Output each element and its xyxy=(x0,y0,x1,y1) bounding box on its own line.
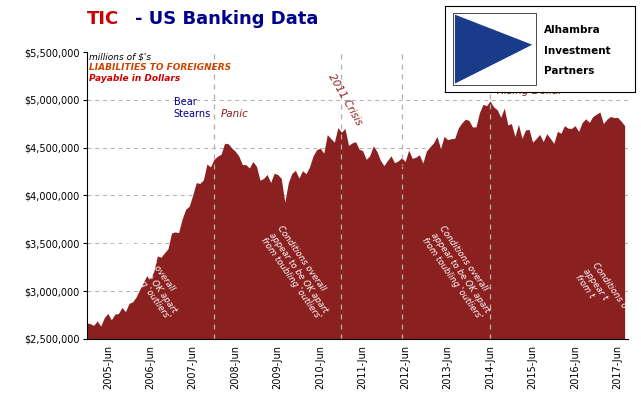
Text: TIC: TIC xyxy=(87,10,119,28)
Text: 2011 Crisis: 2011 Crisis xyxy=(326,72,364,127)
Text: Alhambra: Alhambra xyxy=(544,25,601,35)
Polygon shape xyxy=(453,13,537,85)
Text: Payable in Dollars: Payable in Dollars xyxy=(88,74,180,83)
Text: Investment: Investment xyxy=(544,46,610,56)
Text: Panic: Panic xyxy=(221,109,248,119)
Text: Partners: Partners xyxy=(544,66,594,76)
Text: Conditions overall
appear to be OK apart
from toubling 'outliers': Conditions overall appear to be OK apart… xyxy=(420,225,501,322)
Text: 'Rising Dollar': 'Rising Dollar' xyxy=(494,86,566,96)
Text: QE3: QE3 xyxy=(390,166,412,176)
Text: Conditions overall
appear to be OK apart
from toubling 'outliers': Conditions overall appear to be OK apart… xyxy=(258,225,339,322)
Polygon shape xyxy=(455,45,533,84)
Text: millions of $'s: millions of $'s xyxy=(88,53,151,62)
Text: LIABILITIES TO FOREIGNERS: LIABILITIES TO FOREIGNERS xyxy=(88,63,231,72)
Text: Bear
Stearns: Bear Stearns xyxy=(174,97,211,119)
Text: Conditions o
appear t
from t: Conditions o appear t from t xyxy=(573,261,628,322)
Text: Conditions overall
appear to be OK apart
from toubling 'outliers': Conditions overall appear to be OK apart… xyxy=(108,225,188,322)
Polygon shape xyxy=(455,14,533,84)
Text: - US Banking Data: - US Banking Data xyxy=(135,10,318,28)
